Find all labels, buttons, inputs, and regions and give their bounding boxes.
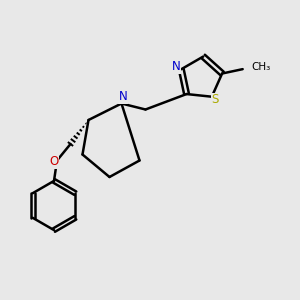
Text: O: O [50, 155, 58, 169]
Text: CH₃: CH₃ [251, 62, 270, 72]
Text: S: S [212, 93, 219, 106]
Text: N: N [118, 90, 127, 104]
Text: N: N [172, 60, 180, 73]
